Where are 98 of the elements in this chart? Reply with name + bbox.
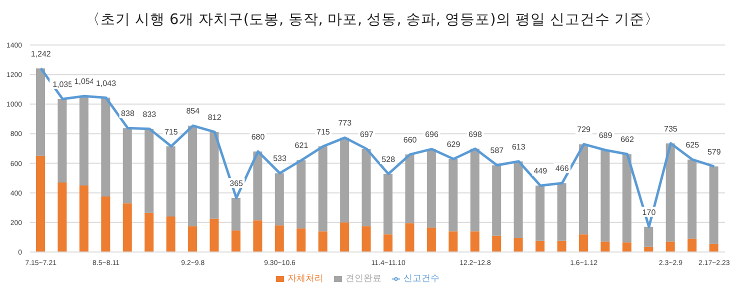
bar bbox=[622, 154, 632, 242]
data-label: 1,043 bbox=[96, 78, 117, 88]
bar bbox=[210, 218, 219, 252]
bar bbox=[688, 238, 697, 252]
bar bbox=[210, 132, 219, 219]
bar bbox=[188, 126, 198, 226]
bar bbox=[166, 216, 176, 252]
bar bbox=[514, 161, 523, 238]
bar bbox=[101, 98, 110, 197]
bar bbox=[557, 240, 566, 252]
bar bbox=[36, 156, 45, 252]
bar bbox=[448, 231, 458, 252]
bar bbox=[536, 186, 545, 241]
bar bbox=[709, 244, 718, 252]
data-label: 838 bbox=[121, 109, 135, 118]
bar bbox=[362, 226, 371, 252]
bar bbox=[600, 242, 610, 252]
data-label: 696 bbox=[425, 130, 440, 140]
bar bbox=[426, 149, 436, 228]
data-label: 625 bbox=[686, 140, 700, 150]
bar bbox=[318, 146, 328, 232]
data-label: 533 bbox=[273, 154, 287, 164]
bar bbox=[318, 231, 328, 252]
data-label: 466 bbox=[555, 164, 570, 174]
bar bbox=[448, 159, 458, 232]
bar bbox=[405, 154, 414, 224]
bar bbox=[296, 228, 306, 252]
bar bbox=[384, 234, 392, 252]
bar bbox=[536, 240, 545, 252]
bar bbox=[492, 236, 502, 252]
bar bbox=[557, 183, 566, 241]
data-label: 854 bbox=[186, 106, 200, 116]
data-label: 170 bbox=[642, 208, 656, 217]
bar bbox=[122, 128, 132, 204]
data-label: 621 bbox=[294, 141, 309, 150]
bar bbox=[384, 174, 392, 234]
data-label: 715 bbox=[164, 127, 178, 136]
bar bbox=[296, 160, 306, 228]
bar bbox=[253, 220, 262, 252]
bar bbox=[688, 160, 697, 239]
bar bbox=[274, 173, 284, 226]
data-label: 587 bbox=[490, 146, 504, 156]
data-label: 812 bbox=[208, 112, 222, 122]
data-label: 1,035 bbox=[52, 80, 74, 89]
bar bbox=[362, 148, 371, 226]
bar bbox=[340, 222, 350, 252]
bar bbox=[666, 242, 675, 252]
data-label: 773 bbox=[338, 118, 352, 128]
bar bbox=[144, 128, 154, 213]
bar bbox=[122, 203, 132, 252]
legend-label: 자체처리 bbox=[288, 273, 324, 283]
bar bbox=[426, 228, 436, 252]
bar bbox=[666, 143, 675, 242]
data-label: 528 bbox=[382, 154, 396, 164]
bar bbox=[79, 96, 88, 186]
data-label: 579 bbox=[707, 147, 722, 156]
bar bbox=[36, 68, 45, 156]
bar bbox=[470, 148, 480, 232]
bar bbox=[253, 151, 262, 220]
bar bbox=[709, 166, 718, 244]
data-label: 680 bbox=[251, 132, 266, 142]
data-label: 1,242 bbox=[30, 49, 52, 58]
data-label: 629 bbox=[446, 140, 461, 149]
bar bbox=[188, 226, 198, 252]
data-label: 689 bbox=[598, 131, 613, 140]
chart-title: 〈초기 시행 6개 자치구(도봉, 동작, 마포, 성동, 송파, 영등포)의 평일 신고건수 기준〉 bbox=[84, 11, 661, 30]
data-label: 449 bbox=[534, 166, 548, 176]
bar bbox=[492, 165, 502, 236]
bar bbox=[101, 196, 110, 252]
bar bbox=[58, 98, 67, 183]
data-label: 735 bbox=[664, 124, 678, 134]
bar bbox=[144, 212, 154, 252]
bar bbox=[644, 226, 654, 247]
data-label: 662 bbox=[620, 135, 634, 144]
legend-label: 신고건수 bbox=[404, 273, 440, 283]
data-label: 698 bbox=[468, 130, 482, 139]
bar bbox=[340, 138, 350, 222]
data-label: 365 bbox=[230, 179, 244, 188]
bar bbox=[405, 223, 414, 252]
bar bbox=[578, 144, 588, 234]
data-label: 833 bbox=[142, 110, 157, 119]
bar bbox=[600, 150, 610, 242]
bar bbox=[514, 238, 523, 252]
data-label: 729 bbox=[577, 125, 592, 134]
bar bbox=[274, 225, 284, 252]
data-label: 697 bbox=[360, 130, 374, 139]
bar bbox=[231, 198, 240, 231]
bar bbox=[166, 146, 176, 217]
legend-label: 견인완료 bbox=[346, 273, 382, 283]
bar bbox=[58, 182, 67, 252]
bar bbox=[79, 185, 88, 252]
data-label: 660 bbox=[403, 135, 418, 144]
data-label: 613 bbox=[512, 142, 526, 152]
bar bbox=[231, 230, 240, 252]
data-label: 715 bbox=[316, 127, 330, 136]
bar bbox=[470, 231, 480, 252]
bar bbox=[578, 234, 588, 252]
bar bbox=[622, 242, 632, 252]
